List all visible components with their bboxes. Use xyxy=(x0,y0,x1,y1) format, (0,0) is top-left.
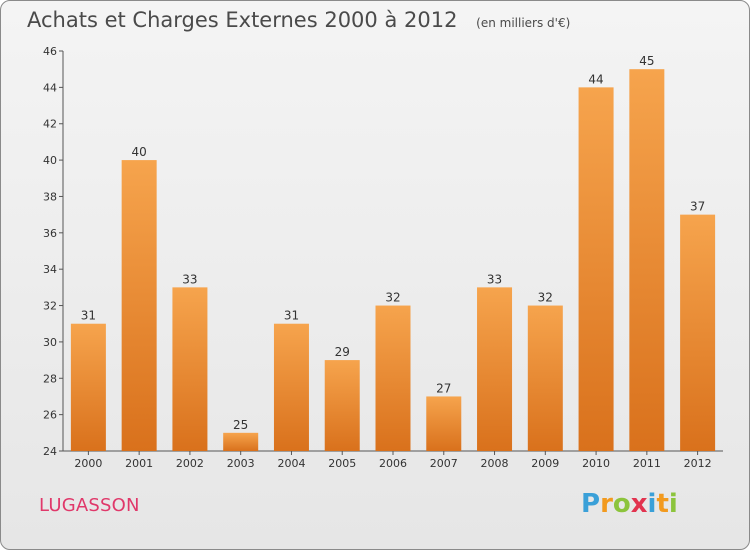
y-tick-label: 28 xyxy=(43,372,57,385)
y-tick-label: 40 xyxy=(43,154,57,167)
bar xyxy=(172,287,208,451)
x-tick-label: 2010 xyxy=(582,457,610,470)
bar-value-label: 33 xyxy=(487,272,502,286)
x-tick-label: 2002 xyxy=(176,457,204,470)
bar xyxy=(527,305,563,451)
bar-value-label: 33 xyxy=(182,272,197,286)
place-name: LUGASSON xyxy=(39,495,140,516)
bar-value-label: 40 xyxy=(132,145,147,159)
chart-title: Achats et Charges Externes 2000 à 2012 (… xyxy=(27,8,570,32)
bar xyxy=(223,432,259,451)
y-tick-label: 30 xyxy=(43,336,57,349)
x-tick-label: 2011 xyxy=(633,457,661,470)
bar xyxy=(477,287,513,451)
bar xyxy=(578,87,614,451)
bar xyxy=(324,360,360,451)
bar-value-label: 37 xyxy=(690,200,705,214)
chart-title-main: Achats et Charges Externes 2000 à 2012 xyxy=(27,8,457,32)
y-tick-label: 42 xyxy=(43,118,57,131)
y-tick-label: 44 xyxy=(43,81,57,94)
bar xyxy=(426,396,462,451)
bar xyxy=(629,69,665,451)
logo-letter: i xyxy=(647,489,657,519)
bar xyxy=(375,305,411,451)
y-tick-label: 32 xyxy=(43,300,57,313)
y-tick-label: 24 xyxy=(43,445,57,458)
x-tick-label: 2003 xyxy=(227,457,255,470)
bar xyxy=(680,214,716,451)
bar-value-label: 45 xyxy=(639,54,654,68)
logo-letter: t xyxy=(656,489,669,519)
x-tick-label: 2005 xyxy=(328,457,356,470)
logo-letter: x xyxy=(630,489,648,519)
bar xyxy=(70,323,106,451)
bar-value-label: 32 xyxy=(385,291,400,305)
bar-value-label: 29 xyxy=(335,345,350,359)
x-tick-label: 2004 xyxy=(277,457,305,470)
x-tick-label: 2008 xyxy=(481,457,509,470)
bar-value-label: 32 xyxy=(538,291,553,305)
bar xyxy=(273,323,309,451)
bar-value-label: 44 xyxy=(588,72,603,86)
logo-letter: P xyxy=(581,489,601,519)
x-tick-label: 2001 xyxy=(125,457,153,470)
x-tick-label: 2012 xyxy=(684,457,712,470)
x-tick-label: 2006 xyxy=(379,457,407,470)
bar-value-label: 25 xyxy=(233,418,248,432)
y-tick-label: 38 xyxy=(43,190,57,203)
bar-value-label: 31 xyxy=(284,309,299,323)
logo-letter: r xyxy=(600,489,613,519)
y-tick-label: 26 xyxy=(43,409,57,422)
proxiti-logo: Proxiti xyxy=(581,489,678,519)
y-tick-label: 36 xyxy=(43,227,57,240)
x-tick-label: 2009 xyxy=(531,457,559,470)
logo-letter: i xyxy=(668,489,678,519)
bar xyxy=(121,160,157,451)
bar-value-label: 31 xyxy=(81,309,96,323)
y-tick-label: 34 xyxy=(43,263,57,276)
bar-value-label: 27 xyxy=(436,381,451,395)
x-tick-label: 2000 xyxy=(74,457,102,470)
x-tick-label: 2007 xyxy=(430,457,458,470)
logo-letter: o xyxy=(612,489,631,519)
y-tick-label: 46 xyxy=(43,45,57,58)
chart-unit: (en milliers d'€) xyxy=(476,16,570,30)
